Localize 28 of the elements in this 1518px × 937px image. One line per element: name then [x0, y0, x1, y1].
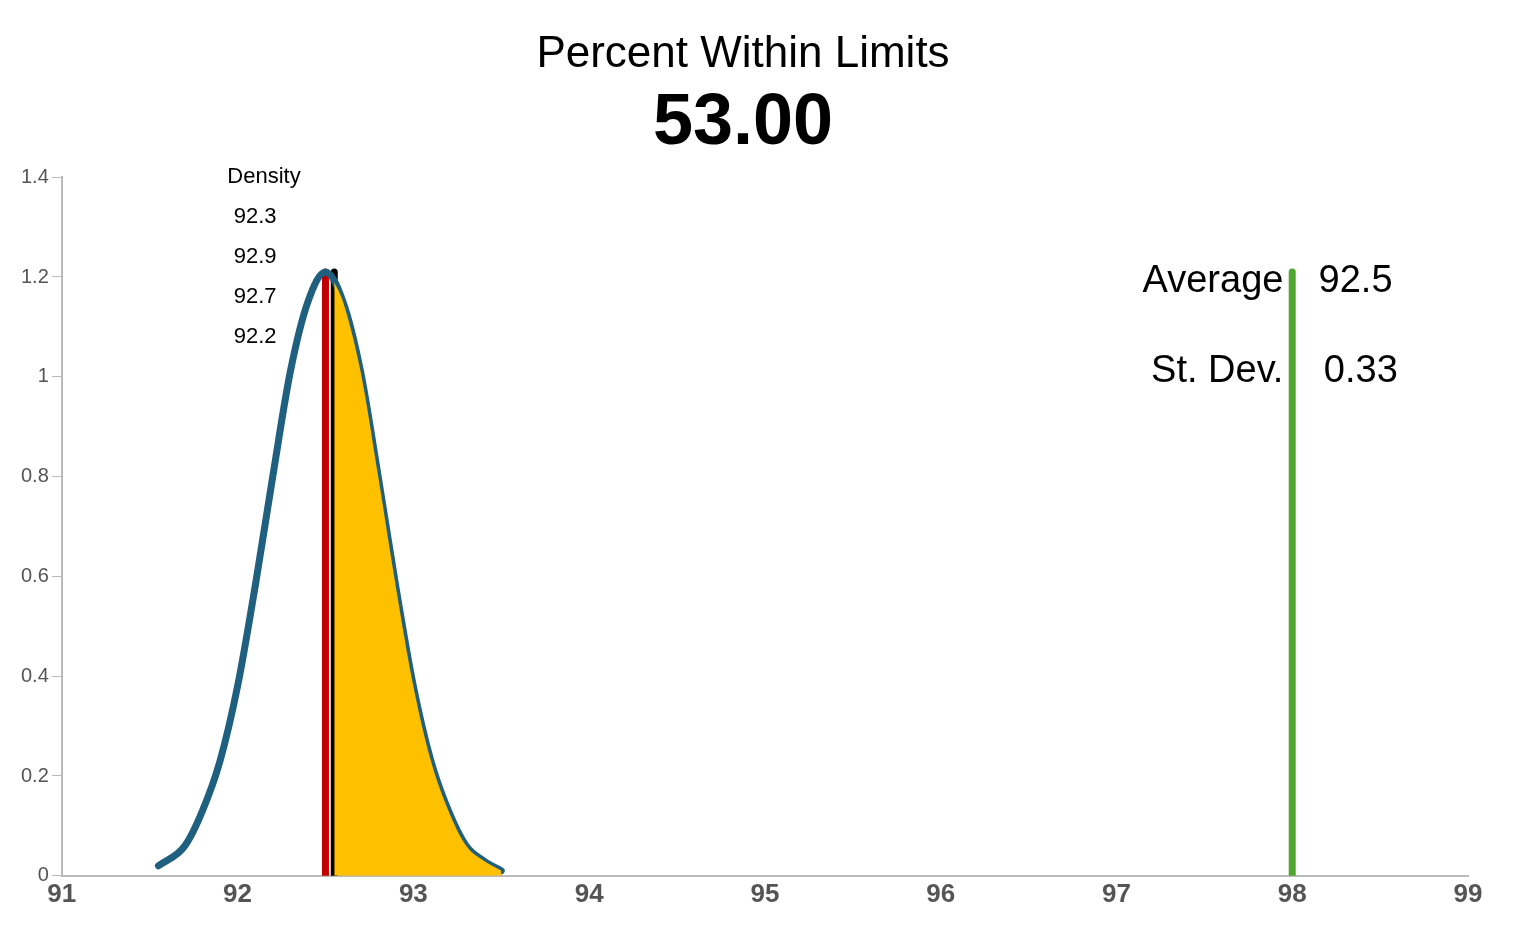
annotation: 92.7 — [233, 283, 277, 309]
y-tick-label: 0.8 — [20, 464, 49, 487]
y-tick-label: 0.2 — [20, 763, 49, 786]
annotation: St. Dev. — [1151, 348, 1284, 391]
x-tick-label: 92 — [223, 877, 253, 908]
x-tick-label: 95 — [750, 877, 780, 908]
x-tick-label: 97 — [1101, 877, 1131, 908]
y-tick-label: 0 — [37, 863, 49, 886]
x-tick-label: 99 — [1453, 877, 1483, 908]
annotation: 92.3 — [233, 203, 277, 229]
annotation: 92.9 — [233, 243, 277, 269]
y-tick-label: 1.2 — [20, 264, 49, 287]
x-tick-label: 94 — [574, 877, 605, 908]
annotation: 0.33 — [1323, 348, 1398, 391]
chart-subtitle: 53.00 — [652, 78, 834, 159]
x-tick-label: 91 — [47, 877, 77, 908]
x-tick-label: 93 — [398, 877, 428, 908]
annotation: Density — [227, 163, 301, 189]
x-tick-label: 96 — [926, 877, 956, 908]
chart-title: Percent Within Limits — [536, 26, 950, 76]
annotation: Average — [1142, 258, 1284, 301]
x-tick-label: 98 — [1277, 877, 1307, 908]
y-tick-label: 1 — [37, 364, 49, 387]
y-tick-label: 1.4 — [20, 164, 49, 187]
annotation: 92.5 — [1318, 258, 1393, 301]
y-tick-label: 0.6 — [20, 563, 49, 586]
annotation: 92.2 — [233, 322, 277, 348]
y-tick-label: 0.4 — [20, 663, 49, 686]
